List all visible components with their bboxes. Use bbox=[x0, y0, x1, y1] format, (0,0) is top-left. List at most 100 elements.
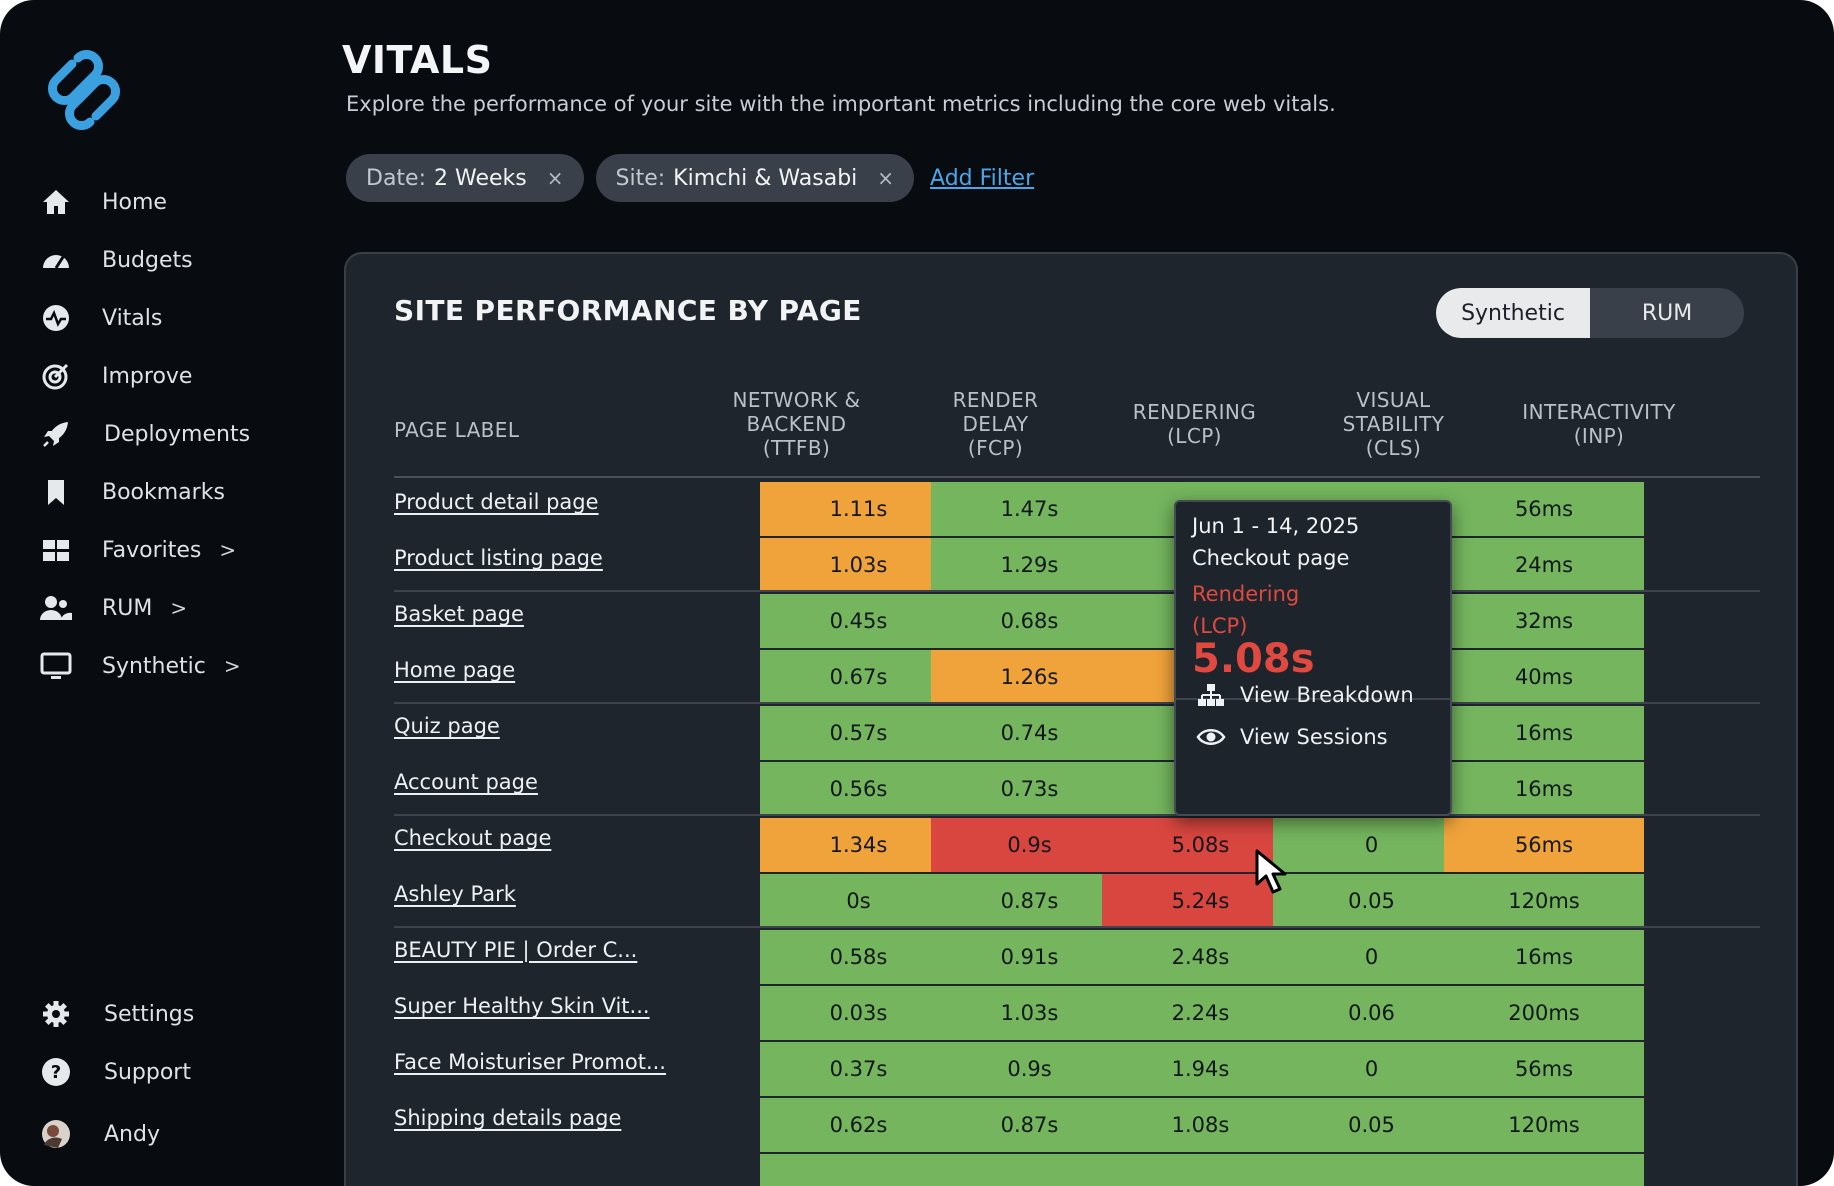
sidebar-item-improve[interactable]: Improve bbox=[38, 354, 328, 398]
metric-cell[interactable]: 16ms bbox=[1444, 706, 1644, 760]
metric-cell[interactable]: 0.91s bbox=[931, 930, 1128, 984]
metric-cell[interactable]: 0.58s bbox=[760, 930, 957, 984]
sidebar-item-home[interactable]: Home bbox=[38, 180, 328, 224]
sitemap-icon bbox=[1196, 682, 1226, 708]
metric-cell[interactable]: 1.03s bbox=[931, 986, 1128, 1040]
metric-cell[interactable]: 0 bbox=[1273, 818, 1470, 872]
metric-cell[interactable]: 56ms bbox=[1444, 482, 1644, 536]
metric-cell[interactable]: 0.9s bbox=[931, 818, 1128, 872]
metric-cell[interactable]: 0.05 bbox=[1273, 1098, 1470, 1152]
metric-cell[interactable]: 1.94s bbox=[1102, 1042, 1299, 1096]
column-header-cls[interactable]: VISUAL STABILITY (CLS) bbox=[1295, 388, 1492, 460]
page-link[interactable]: Basket page bbox=[394, 602, 524, 626]
metric-cell[interactable] bbox=[760, 1154, 957, 1186]
metric-cell[interactable]: 0.9s bbox=[931, 1042, 1128, 1096]
metric-cell[interactable]: 0 bbox=[1273, 930, 1470, 984]
metric-cell[interactable]: 16ms bbox=[1444, 762, 1644, 816]
metric-cell[interactable]: 0.56s bbox=[760, 762, 957, 816]
page-link[interactable]: Shipping details page bbox=[394, 1106, 622, 1130]
metric-cell[interactable]: 0.06 bbox=[1273, 986, 1470, 1040]
metric-cell[interactable]: 56ms bbox=[1444, 818, 1644, 872]
metric-cell[interactable]: 0.87s bbox=[931, 874, 1128, 928]
metric-cell[interactable]: 0.57s bbox=[760, 706, 957, 760]
monitor-icon bbox=[38, 648, 74, 684]
metric-cell[interactable]: 0.87s bbox=[931, 1098, 1128, 1152]
page-link[interactable]: Checkout page bbox=[394, 826, 552, 850]
metric-cell[interactable]: 40ms bbox=[1444, 650, 1644, 704]
eye-icon bbox=[1196, 724, 1226, 750]
metric-cell[interactable]: 16ms bbox=[1444, 930, 1644, 984]
add-filter-link[interactable]: Add Filter bbox=[930, 165, 1035, 191]
metric-cell[interactable]: 24ms bbox=[1444, 538, 1644, 592]
chevron-right-icon: > bbox=[219, 538, 237, 562]
page-link[interactable]: Account page bbox=[394, 770, 538, 794]
column-header-fcp[interactable]: RENDER DELAY (FCP) bbox=[897, 388, 1094, 460]
page-link[interactable]: Product listing page bbox=[394, 546, 603, 570]
toggle-rum[interactable]: RUM bbox=[1641, 300, 1693, 326]
metric-cell[interactable]: 2.48s bbox=[1102, 930, 1299, 984]
page-link[interactable]: Product detail page bbox=[394, 490, 599, 514]
page-link[interactable]: Face Moisturiser Promot... bbox=[394, 1050, 666, 1074]
metric-cell[interactable]: 120ms bbox=[1444, 1098, 1644, 1152]
page-link[interactable]: Quiz page bbox=[394, 714, 500, 738]
metric-cell[interactable]: 1.29s bbox=[931, 538, 1128, 592]
view-sessions-button[interactable]: View Sessions bbox=[1196, 724, 1388, 750]
metric-cell[interactable]: 0.68s bbox=[931, 594, 1128, 648]
metric-cell[interactable]: 1.03s bbox=[760, 538, 957, 592]
sidebar-item-settings[interactable]: Settings bbox=[38, 992, 328, 1036]
metric-cell[interactable]: 32ms bbox=[1444, 594, 1644, 648]
metric-cell[interactable]: 0.67s bbox=[760, 650, 957, 704]
metric-cell[interactable]: 0.74s bbox=[931, 706, 1128, 760]
metric-cell[interactable] bbox=[1273, 1154, 1470, 1186]
filter-chip-date[interactable]: Date: 2 Weeks × bbox=[346, 154, 584, 202]
metric-cell[interactable]: 0.05 bbox=[1273, 874, 1470, 928]
metric-cell[interactable]: 0.62s bbox=[760, 1098, 957, 1152]
column-header-page-label[interactable]: PAGE LABEL bbox=[394, 418, 519, 442]
metric-cell[interactable]: 120ms bbox=[1444, 874, 1644, 928]
help-icon: ? bbox=[38, 1054, 74, 1090]
toggle-synthetic[interactable]: Synthetic bbox=[1436, 288, 1590, 338]
sidebar-item-synthetic[interactable]: Synthetic > bbox=[38, 644, 328, 688]
sidebar-item-favorites[interactable]: Favorites > bbox=[38, 528, 328, 572]
sidebar-item-user[interactable]: Andy bbox=[38, 1112, 328, 1156]
metric-cell[interactable] bbox=[931, 1154, 1128, 1186]
column-header-ttfb[interactable]: NETWORK & BACKEND (TTFB) bbox=[698, 388, 895, 460]
column-header-inp[interactable]: INTERACTIVITY (INP) bbox=[1484, 400, 1714, 448]
metric-cell[interactable]: 0.45s bbox=[760, 594, 957, 648]
filter-chip-site[interactable]: Site: Kimchi & Wasabi × bbox=[595, 154, 915, 202]
metric-cell[interactable]: 0 bbox=[1273, 1042, 1470, 1096]
sidebar-item-deployments[interactable]: Deployments bbox=[38, 412, 328, 456]
page-link[interactable]: BEAUTY PIE | Order C... bbox=[394, 938, 638, 962]
view-breakdown-button[interactable]: View Breakdown bbox=[1196, 682, 1414, 708]
close-icon[interactable]: × bbox=[546, 166, 564, 190]
metric-cell[interactable]: 0.37s bbox=[760, 1042, 957, 1096]
metric-cell[interactable]: 0s bbox=[760, 874, 957, 928]
sidebar-item-rum[interactable]: RUM > bbox=[38, 586, 328, 630]
tooltip-date: Jun 1 - 14, 2025 bbox=[1192, 514, 1360, 538]
metric-cell[interactable]: 1.26s bbox=[931, 650, 1128, 704]
sidebar-item-bookmarks[interactable]: Bookmarks bbox=[38, 470, 328, 514]
metric-cell[interactable]: 1.11s bbox=[760, 482, 957, 536]
sidebar-item-budgets[interactable]: Budgets bbox=[38, 238, 328, 282]
metric-cell[interactable]: 1.08s bbox=[1102, 1098, 1299, 1152]
metric-cell[interactable]: 200ms bbox=[1444, 986, 1644, 1040]
link-logo[interactable] bbox=[42, 48, 126, 132]
metric-cell[interactable]: 56ms bbox=[1444, 1042, 1644, 1096]
metric-cell[interactable]: 1.47s bbox=[931, 482, 1128, 536]
tooltip-metric-name: Rendering bbox=[1192, 582, 1300, 606]
metric-cell[interactable]: 5.24s bbox=[1102, 874, 1299, 928]
sidebar-item-vitals[interactable]: Vitals bbox=[38, 296, 328, 340]
sidebar-item-support[interactable]: ? Support bbox=[38, 1050, 328, 1094]
metric-cell[interactable] bbox=[1444, 1154, 1644, 1186]
metric-cell[interactable]: 0.73s bbox=[931, 762, 1128, 816]
page-link[interactable]: Ashley Park bbox=[394, 882, 516, 906]
close-icon[interactable]: × bbox=[877, 166, 895, 190]
column-header-text: NETWORK & bbox=[732, 388, 861, 412]
column-header-lcp[interactable]: RENDERING (LCP) bbox=[1096, 400, 1293, 448]
metric-cell[interactable] bbox=[1102, 1154, 1299, 1186]
metric-cell[interactable]: 1.34s bbox=[760, 818, 957, 872]
page-link[interactable]: Home page bbox=[394, 658, 516, 682]
metric-cell[interactable]: 2.24s bbox=[1102, 986, 1299, 1040]
page-link[interactable]: Super Healthy Skin Vit... bbox=[394, 994, 650, 1018]
metric-cell[interactable]: 0.03s bbox=[760, 986, 957, 1040]
